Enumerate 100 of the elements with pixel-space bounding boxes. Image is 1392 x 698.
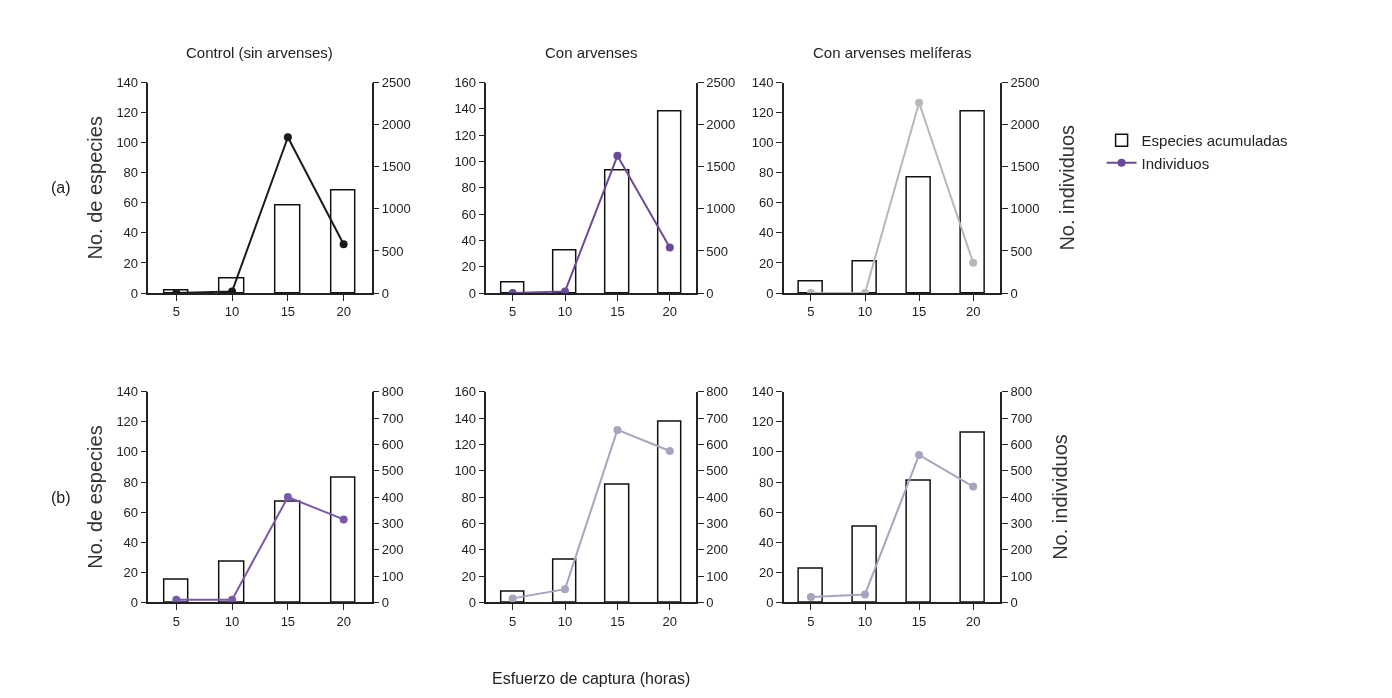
text: (a) bbox=[51, 179, 71, 196]
y2-tick-label: 200 bbox=[706, 542, 729, 558]
x-tick-label: 20 bbox=[662, 613, 678, 629]
x-tick-label: 5 bbox=[807, 304, 815, 320]
y-tick-label: 140 bbox=[751, 75, 774, 91]
bar bbox=[329, 476, 356, 603]
y2-tick-label: 400 bbox=[1010, 489, 1033, 505]
y-tick-label: 120 bbox=[751, 414, 774, 430]
y-tick-label: 0 bbox=[130, 594, 139, 610]
y-tick-label: 120 bbox=[116, 414, 139, 430]
y2-tick-label: 100 bbox=[706, 568, 729, 584]
y-tick-label: 40 bbox=[123, 225, 139, 241]
y2-tick-label: 500 bbox=[1010, 243, 1033, 259]
y-tick-label: 80 bbox=[123, 165, 139, 181]
point bbox=[969, 482, 978, 491]
bar bbox=[959, 110, 985, 294]
y-tick-label: 40 bbox=[461, 232, 477, 248]
y2-tick-label: 600 bbox=[706, 436, 729, 452]
point bbox=[969, 258, 978, 267]
y-tick-label: 120 bbox=[454, 127, 477, 143]
x-tick-label: 10 bbox=[557, 613, 573, 629]
y-tick-label: 20 bbox=[759, 255, 774, 271]
y-tick-label: 20 bbox=[461, 568, 477, 584]
y2-tick-label: 200 bbox=[1010, 542, 1033, 558]
y-tick-label: 60 bbox=[759, 504, 774, 520]
bar bbox=[273, 204, 301, 294]
y2-tick-label: 0 bbox=[706, 285, 714, 301]
legend-label: Individuos bbox=[1141, 154, 1210, 172]
point bbox=[915, 450, 924, 459]
chart-title: Control (sin arvenses) bbox=[186, 44, 333, 61]
y-tick-label: 20 bbox=[461, 259, 477, 275]
y2-axis-title: No. individuos bbox=[1049, 434, 1072, 560]
point bbox=[561, 287, 570, 294]
point bbox=[561, 585, 570, 594]
point bbox=[613, 151, 622, 160]
x-tick-label: 20 bbox=[965, 304, 981, 320]
bar bbox=[959, 431, 985, 603]
y2-tick-label: 0 bbox=[706, 594, 714, 610]
x-tick-label: 15 bbox=[911, 304, 927, 320]
y-tick-label: 100 bbox=[454, 154, 477, 170]
y2-tick-label: 300 bbox=[706, 515, 729, 531]
y-tick-label: 40 bbox=[461, 542, 477, 558]
y-axis-title: No. de especies bbox=[84, 425, 107, 569]
y2-tick-label: 0 bbox=[381, 285, 390, 301]
chart-title: Con arvenses bbox=[545, 44, 638, 61]
chart-title: Con arvenses melíferas bbox=[813, 44, 972, 61]
y-tick-label: 80 bbox=[759, 474, 774, 490]
x-tick-label: 10 bbox=[857, 304, 873, 320]
point bbox=[172, 595, 181, 603]
x-tick-label: 20 bbox=[336, 304, 351, 320]
y2-tick-label: 600 bbox=[1010, 436, 1033, 452]
y-tick-label: 20 bbox=[123, 255, 139, 271]
text: (b) bbox=[51, 489, 71, 506]
y2-tick-label: 700 bbox=[706, 410, 729, 426]
y2-tick-label: 1500 bbox=[381, 159, 411, 175]
x-tick-label: 10 bbox=[557, 304, 573, 320]
point bbox=[915, 98, 924, 107]
y-tick-label: 140 bbox=[116, 75, 139, 91]
x-tick-label: 10 bbox=[224, 613, 240, 629]
y2-tick-label: 1000 bbox=[706, 201, 736, 217]
y2-tick-label: 800 bbox=[1010, 384, 1033, 400]
y-tick-label: 20 bbox=[759, 564, 774, 580]
y2-tick-label: 500 bbox=[1010, 463, 1033, 479]
y2-tick-label: 700 bbox=[1010, 410, 1033, 426]
y2-tick-label: 1500 bbox=[706, 159, 736, 175]
y-tick-label: 40 bbox=[759, 534, 774, 550]
y2-tick-label: 500 bbox=[706, 463, 729, 479]
x-tick-label: 20 bbox=[662, 304, 678, 320]
y2-tick-label: 1000 bbox=[1010, 201, 1040, 217]
y2-axis-title: No. individuos bbox=[1056, 124, 1079, 251]
x-tick-label: 15 bbox=[280, 613, 296, 629]
y-tick-label: 160 bbox=[454, 75, 477, 91]
y2-tick-label: 300 bbox=[381, 515, 404, 531]
x-tick-label: 5 bbox=[807, 613, 815, 629]
y-tick-label: 140 bbox=[454, 410, 477, 426]
y2-tick-label: 0 bbox=[381, 594, 390, 610]
y-tick-label: 140 bbox=[116, 384, 139, 400]
x-tick-label: 15 bbox=[911, 613, 927, 629]
bar bbox=[656, 420, 682, 603]
x-tick-label: 20 bbox=[965, 613, 981, 629]
y-tick-label: 140 bbox=[751, 384, 774, 400]
y-tick-label: 20 bbox=[123, 564, 139, 580]
y-tick-label: 60 bbox=[123, 504, 139, 520]
y2-tick-label: 700 bbox=[381, 410, 404, 426]
x-tick-label: 5 bbox=[509, 304, 517, 320]
legend-label: Especies acumuladas bbox=[1141, 132, 1288, 150]
y2-tick-label: 800 bbox=[381, 384, 404, 400]
y2-tick-label: 2000 bbox=[1010, 117, 1040, 133]
y-tick-label: 120 bbox=[454, 436, 477, 452]
x-tick-label: 5 bbox=[509, 613, 517, 629]
y-tick-label: 80 bbox=[123, 474, 139, 490]
point bbox=[228, 595, 237, 603]
y2-tick-label: 500 bbox=[706, 243, 729, 259]
y-tick-label: 60 bbox=[461, 206, 477, 222]
x-tick-label: 20 bbox=[336, 613, 351, 629]
y2-tick-label: 2500 bbox=[381, 75, 411, 91]
y-tick-label: 40 bbox=[123, 534, 139, 550]
y-axis-title: No. de especies bbox=[84, 116, 107, 260]
bar bbox=[603, 169, 630, 294]
y-tick-label: 100 bbox=[751, 135, 774, 151]
